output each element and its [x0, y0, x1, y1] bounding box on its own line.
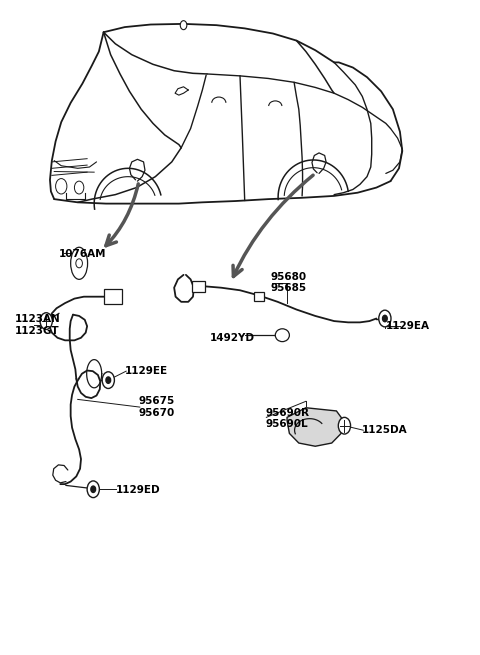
Ellipse shape: [275, 329, 289, 342]
Text: 1129ED: 1129ED: [115, 485, 160, 495]
Bar: [192, 281, 205, 291]
Bar: [253, 292, 264, 301]
Text: 95690R
95690L: 95690R 95690L: [266, 408, 310, 430]
Text: 1492YD: 1492YD: [209, 333, 254, 343]
Circle shape: [40, 312, 52, 329]
Text: 1076AM: 1076AM: [59, 249, 107, 259]
Text: 1129EA: 1129EA: [386, 321, 430, 331]
Text: 1129EE: 1129EE: [125, 366, 168, 376]
Circle shape: [102, 372, 114, 388]
Ellipse shape: [71, 247, 87, 279]
Circle shape: [383, 315, 387, 322]
Circle shape: [74, 181, 84, 194]
Circle shape: [338, 417, 350, 434]
Text: 95680
95685: 95680 95685: [271, 272, 307, 293]
FancyBboxPatch shape: [104, 289, 122, 305]
Text: 1125DA: 1125DA: [362, 425, 408, 435]
Circle shape: [180, 21, 187, 29]
Circle shape: [379, 310, 391, 327]
Polygon shape: [287, 407, 344, 446]
Circle shape: [91, 486, 96, 493]
Circle shape: [106, 377, 110, 383]
Text: 95675
95670: 95675 95670: [139, 396, 175, 418]
Text: 1123AN
1123GT: 1123AN 1123GT: [15, 314, 61, 336]
Circle shape: [87, 481, 99, 498]
Circle shape: [76, 259, 83, 268]
Circle shape: [56, 179, 67, 194]
